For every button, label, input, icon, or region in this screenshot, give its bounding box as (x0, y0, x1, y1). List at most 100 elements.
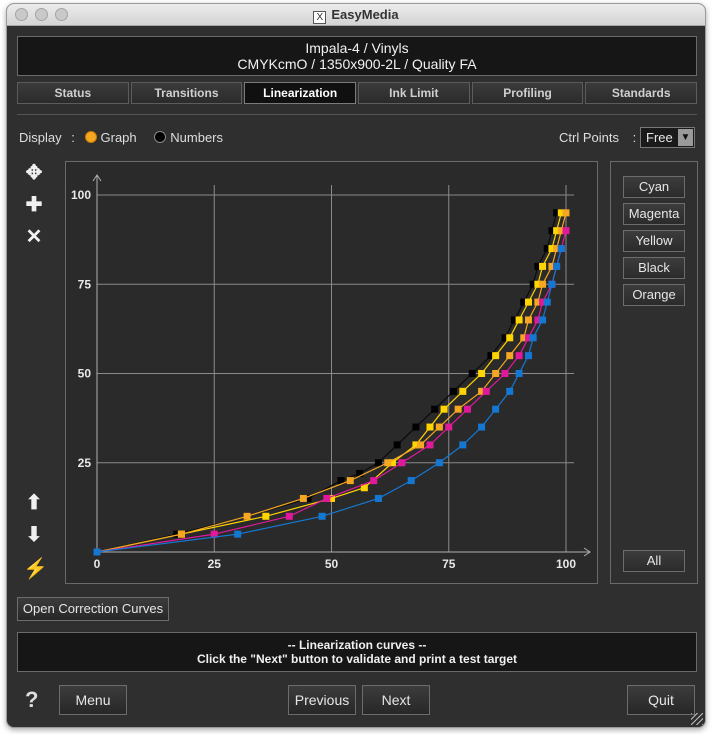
window-title-text: EasyMedia (331, 7, 399, 22)
ctrl-point (412, 423, 420, 431)
numbers-radio[interactable]: Numbers (154, 130, 223, 145)
linearization-chart[interactable]: 0 25 50 75 100 25 50 75 100 (66, 162, 597, 583)
display-mode-row: Display : Graph Numbers (19, 130, 223, 145)
graph-radio[interactable]: Graph (84, 130, 137, 145)
ctrl-point (553, 245, 561, 253)
ctrl-point (506, 387, 514, 395)
ctrl-point (426, 423, 434, 431)
ctrl-point (492, 370, 500, 377)
ctrl-point (515, 370, 523, 377)
all-button[interactable]: All (623, 550, 685, 572)
ctrl-point (370, 477, 378, 485)
ctrl-point (435, 423, 443, 431)
arrow-up-icon[interactable]: ⬆ (25, 492, 43, 514)
yellow-button[interactable]: Yellow (623, 230, 685, 252)
orange-button[interactable]: Orange (623, 284, 685, 306)
ctrl-point (262, 512, 270, 520)
numbers-radio-label: Numbers (170, 130, 224, 145)
ctrl-point (374, 459, 382, 467)
ctrl-points-value: Free (646, 130, 673, 145)
ctrl-point (337, 477, 345, 485)
magic-wand-icon[interactable]: ⚡ (23, 558, 48, 580)
divider (17, 114, 697, 115)
ctrl-point (534, 280, 542, 288)
help-icon[interactable]: ? (25, 687, 39, 712)
ctrl-point (543, 298, 551, 306)
linearization-graph[interactable]: 0 25 50 75 100 25 50 75 100 (65, 161, 598, 584)
ctrl-point (520, 298, 528, 306)
ctrl-point (562, 227, 570, 235)
next-button[interactable]: Next (362, 685, 430, 715)
ctrl-point (557, 245, 565, 253)
ctrl-point (323, 494, 331, 502)
header-line-2: CMYKcmO / 1350x900-2L / Quality FA (237, 56, 477, 72)
graph-radio-label: Graph (100, 130, 137, 145)
tab-status[interactable]: Status (17, 82, 129, 104)
ctrl-point (510, 316, 518, 324)
y-axis-arrow-icon (92, 174, 102, 182)
ctrl-point (177, 530, 185, 538)
tab-standards[interactable]: Standards (585, 82, 698, 104)
printer-info-header: Impala-4 / Vinyls CMYKcmO / 1350x900-2L … (17, 36, 697, 76)
ctrl-point (534, 262, 542, 270)
series-line (96, 248, 562, 553)
ctrl-point (478, 370, 486, 377)
ctrl-point (506, 352, 514, 360)
y-tick-label: 25 (78, 456, 92, 470)
ctrl-point (506, 334, 514, 342)
ctrl-point (482, 387, 490, 395)
ctrl-point (501, 334, 509, 342)
ctrl-point (534, 298, 542, 306)
y-tick-label: 50 (78, 367, 92, 381)
ctrl-point (515, 316, 523, 324)
ctrl-point (435, 459, 443, 467)
app-window: X EasyMedia Impala-4 / Vinyls CMYKcmO / 1… (6, 3, 706, 728)
ctrl-point (210, 530, 218, 538)
ctrl-point (553, 262, 561, 270)
status-line-1: -- Linearization curves -- (287, 638, 427, 652)
quit-button[interactable]: Quit (627, 685, 695, 715)
radio-selected-icon (84, 131, 97, 143)
display-colon: : (71, 130, 75, 145)
ctrl-point (243, 512, 251, 520)
ctrl-point (529, 280, 537, 288)
tab-linearization[interactable]: Linearization (244, 82, 357, 104)
ctrl-point (388, 459, 396, 467)
ctrl-point (393, 441, 401, 449)
ctrl-points-label: Ctrl Points (559, 130, 619, 145)
ctrl-point (374, 494, 382, 502)
close-window-button[interactable] (15, 8, 28, 21)
resize-grip-icon[interactable] (691, 713, 703, 725)
ctrl-points-select[interactable]: Free ▼ (640, 127, 695, 148)
ctrl-point (534, 316, 542, 324)
y-tick-label: 100 (71, 188, 91, 202)
tab-ink-limit[interactable]: Ink Limit (358, 82, 470, 104)
ctrl-point (328, 494, 335, 502)
open-correction-curves-button[interactable]: Open Correction Curves (17, 597, 169, 621)
tab-transitions[interactable]: Transitions (130, 82, 243, 104)
black-button[interactable]: Black (623, 257, 685, 279)
ctrl-point (426, 441, 434, 449)
ctrl-point (412, 441, 420, 449)
ctrl-point (478, 423, 486, 431)
delete-point-icon[interactable]: ✕ (25, 226, 43, 248)
arrow-down-icon[interactable]: ⬇ (25, 524, 43, 546)
ctrl-point (398, 459, 406, 467)
ctrl-point (548, 245, 556, 253)
previous-button[interactable]: Previous (288, 685, 356, 715)
expand-arrows-icon[interactable]: ✥ (25, 162, 43, 184)
cyan-button[interactable]: Cyan (623, 176, 685, 198)
ctrl-point (454, 405, 462, 413)
ctrl-point (304, 494, 312, 502)
ctrl-point (407, 477, 415, 485)
zoom-window-button[interactable] (55, 8, 68, 21)
y-tick-label: 75 (78, 277, 92, 291)
add-point-icon[interactable]: ✚ (25, 194, 43, 216)
magenta-button[interactable]: Magenta (623, 203, 685, 225)
radio-unselected-icon (154, 131, 167, 143)
x-tick-label: 25 (208, 557, 222, 571)
tab-profiling[interactable]: Profiling (471, 82, 584, 104)
ctrl-point (346, 477, 354, 485)
minimize-window-button[interactable] (35, 8, 48, 21)
menu-button[interactable]: Menu (59, 685, 127, 715)
